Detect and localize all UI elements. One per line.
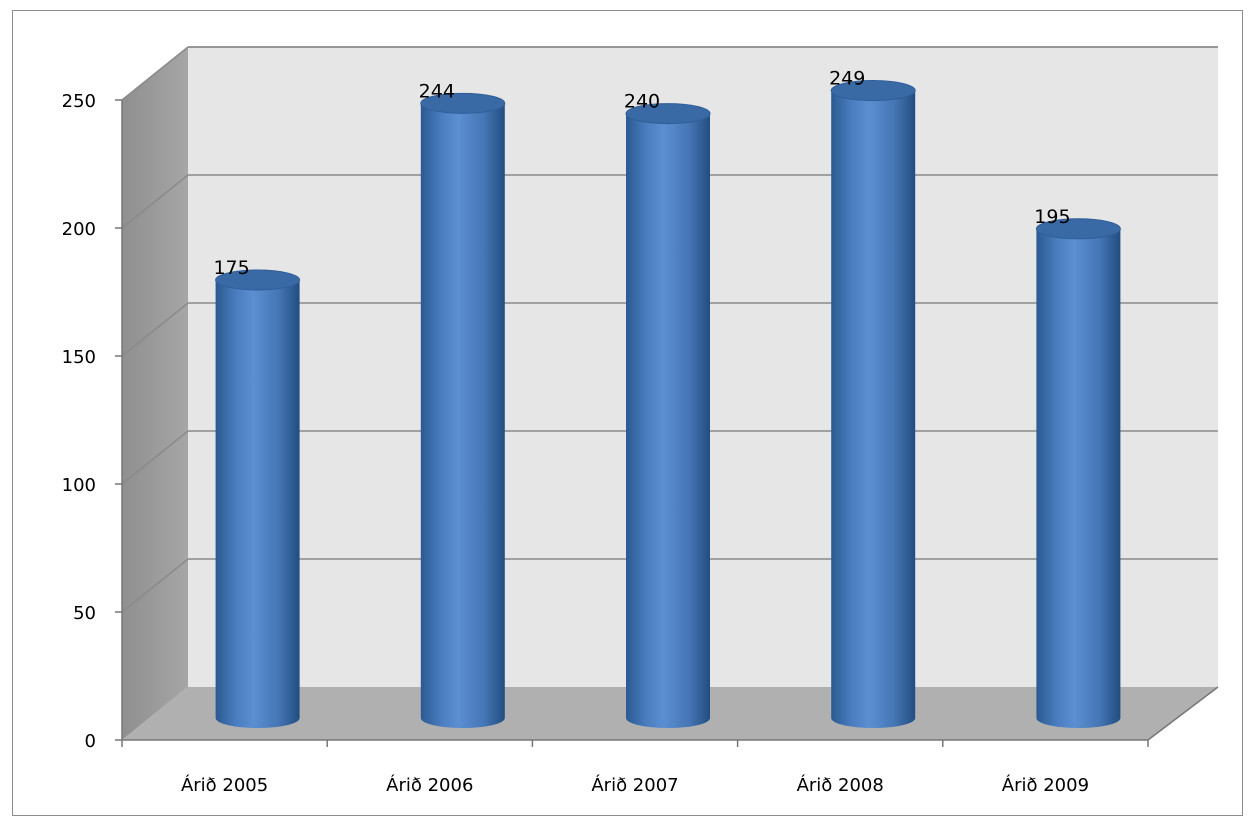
y-tick-label: 250 <box>62 91 96 112</box>
x-tick-label: Árið 2009 <box>1002 774 1089 796</box>
bar-body <box>420 103 505 729</box>
bar <box>420 92 506 729</box>
x-tick-label: Árið 2008 <box>797 774 884 796</box>
bar <box>215 269 301 728</box>
bar-body <box>215 280 300 728</box>
y-tick-label: 0 <box>85 731 96 752</box>
y-tick-label: 50 <box>73 603 96 624</box>
bar-top <box>420 92 506 114</box>
labels: 0 50 100 150 200 250 175 Árið 2005 244 Árið 2006 2… <box>62 68 1089 796</box>
side-wall-edge <box>121 46 189 101</box>
floor-edge <box>1147 686 1219 741</box>
bar-top <box>1035 218 1121 240</box>
bar-top <box>625 103 711 125</box>
bar-top <box>215 269 301 291</box>
gridline-side <box>121 302 189 357</box>
gridline-side <box>121 174 189 229</box>
bar-body <box>626 113 710 729</box>
bar <box>625 103 711 729</box>
y-tick-label: 200 <box>62 219 96 240</box>
data-label: 195 <box>1034 206 1070 228</box>
side-wall <box>122 47 188 740</box>
bar-body <box>831 90 916 728</box>
bar <box>830 80 916 728</box>
bar <box>1035 218 1121 729</box>
bar-body <box>1036 228 1121 729</box>
y-tick-label: 150 <box>62 347 96 368</box>
bars <box>215 80 1121 729</box>
bar-top <box>830 80 916 102</box>
gridline-side <box>121 430 189 485</box>
axes <box>115 99 1219 747</box>
x-tick-label: Árið 2007 <box>591 774 678 796</box>
data-label: 249 <box>829 68 865 90</box>
data-label: 240 <box>624 91 660 113</box>
y-tick-label: 100 <box>62 475 96 496</box>
data-label: 175 <box>213 257 249 279</box>
gridline-side <box>121 558 189 613</box>
x-tick-label: Árið 2006 <box>386 774 473 796</box>
x-tick-label: Árið 2005 <box>181 774 268 796</box>
data-label: 244 <box>419 80 455 102</box>
